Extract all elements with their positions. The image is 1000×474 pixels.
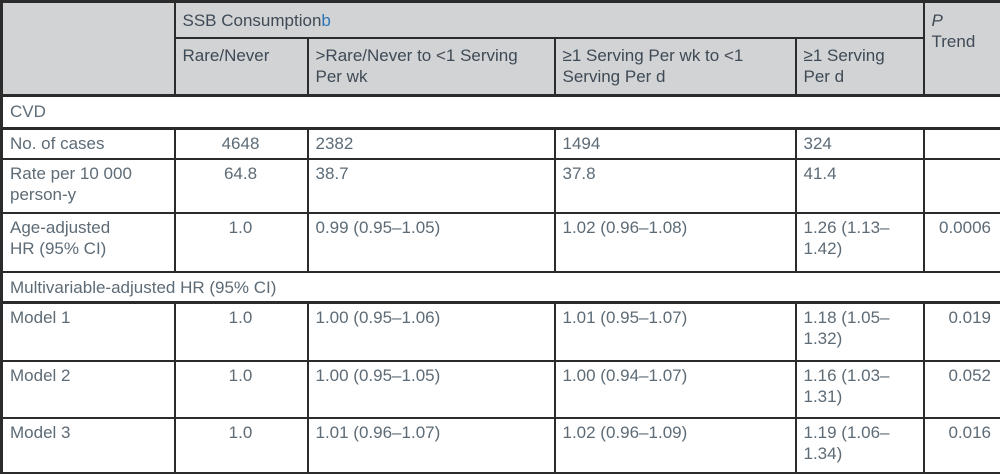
table-row-age-adjusted: Age-adjusted HR (95% CI) 1.0 0.99 (0.95–…: [0, 211, 1000, 273]
cell-value: 2382: [306, 127, 556, 160]
footnote-marker-b: b: [321, 11, 331, 30]
cell-value: 1.01 (0.95–1.07): [553, 300, 797, 363]
section-row-multivariable: Multivariable-adjusted HR (95% CI): [1, 270, 1000, 304]
cell-value: 1.16 (1.03– 1.31): [794, 360, 925, 420]
cell-value: 37.8: [553, 157, 797, 214]
row-label: Age-adjusted HR (95% CI): [0, 211, 176, 273]
cell-p-trend: [922, 127, 1000, 160]
section-row-cvd: CVD: [1, 94, 1000, 130]
cell-p-trend: [922, 157, 1000, 214]
header-group-row: SSB Consumptionb P Trend: [0, 0, 1000, 97]
table-row-model3: Model 3 1.0 1.01 (0.96–1.07) 1.02 (0.96–…: [0, 417, 1000, 474]
p-trend-label-p: P: [931, 11, 943, 30]
cell-value: 64.8: [173, 157, 309, 214]
cell-value: 4648: [173, 127, 309, 160]
p-trend-header: P Trend: [922, 0, 1000, 97]
cell-p-trend: 0.019: [922, 300, 1000, 363]
table-row-model1: Model 1 1.0 1.00 (0.95–1.06) 1.01 (0.95–…: [0, 300, 1000, 363]
cell-value: 1.00 (0.95–1.05): [306, 360, 556, 420]
cell-value: 324: [794, 127, 925, 160]
col-header-ge1d: ≥1 Serving Per d: [794, 36, 925, 97]
cell-value: 1.02 (0.96–1.09): [553, 417, 797, 474]
cell-value: 1.00 (0.94–1.07): [553, 360, 797, 420]
cell-value: 1.0: [173, 417, 309, 474]
row-label: Model 3: [0, 417, 176, 474]
cell-value: 41.4: [794, 157, 925, 214]
cell-value: 1.0: [173, 300, 309, 363]
cell-p-trend: 0.016: [922, 417, 1000, 474]
section-label-multivariable: Multivariable-adjusted HR (95% CI): [1, 270, 1000, 304]
ssb-consumption-label: SSB Consumption: [182, 11, 322, 30]
col-header-rare-to-lt1wk: >Rare/Never to <1 Serving Per wk: [306, 36, 556, 97]
table-row-cases: No. of cases 4648 2382 1494 324: [0, 127, 1000, 160]
cell-value: 0.99 (0.95–1.05): [306, 211, 556, 273]
cell-p-trend: 0.052: [922, 360, 1000, 420]
row-label: Model 1: [0, 300, 176, 363]
row-label-header-cell: [0, 0, 176, 97]
ssb-consumption-group-header: SSB Consumptionb: [173, 0, 925, 39]
cell-value: 1.02 (0.96–1.08): [553, 211, 797, 273]
table-row-model2: Model 2 1.0 1.00 (0.95–1.05) 1.00 (0.94–…: [0, 360, 1000, 420]
table-row-rate: Rate per 10 000 person-y 64.8 38.7 37.8 …: [0, 157, 1000, 214]
cell-value: 1.18 (1.05– 1.32): [794, 300, 925, 363]
cell-value: 1.0: [173, 211, 309, 273]
row-label: Model 2: [0, 360, 176, 420]
cell-value: 1.26 (1.13– 1.42): [794, 211, 925, 273]
cell-value: 1.00 (0.95–1.06): [306, 300, 556, 363]
row-label: Rate per 10 000 person-y: [0, 157, 176, 214]
cell-value: 1.01 (0.96–1.07): [306, 417, 556, 474]
col-header-ge1wk-lt1d: ≥1 Serving Per wk to <1 Serving Per d: [553, 36, 797, 97]
cell-p-trend: 0.0006: [922, 211, 1000, 273]
header-category-row: Rare/Never >Rare/Never to <1 Serving Per…: [2, 36, 1000, 97]
cell-value: 1.0: [173, 360, 309, 420]
cell-value: 1494: [553, 127, 797, 160]
cell-value: 38.7: [306, 157, 556, 214]
p-trend-label-trend: Trend: [931, 32, 976, 52]
section-label-cvd: CVD: [1, 94, 1000, 130]
col-header-rare-never: Rare/Never: [173, 36, 309, 97]
cell-value: 1.19 (1.06– 1.34): [794, 417, 925, 474]
row-label: No. of cases: [0, 127, 176, 160]
